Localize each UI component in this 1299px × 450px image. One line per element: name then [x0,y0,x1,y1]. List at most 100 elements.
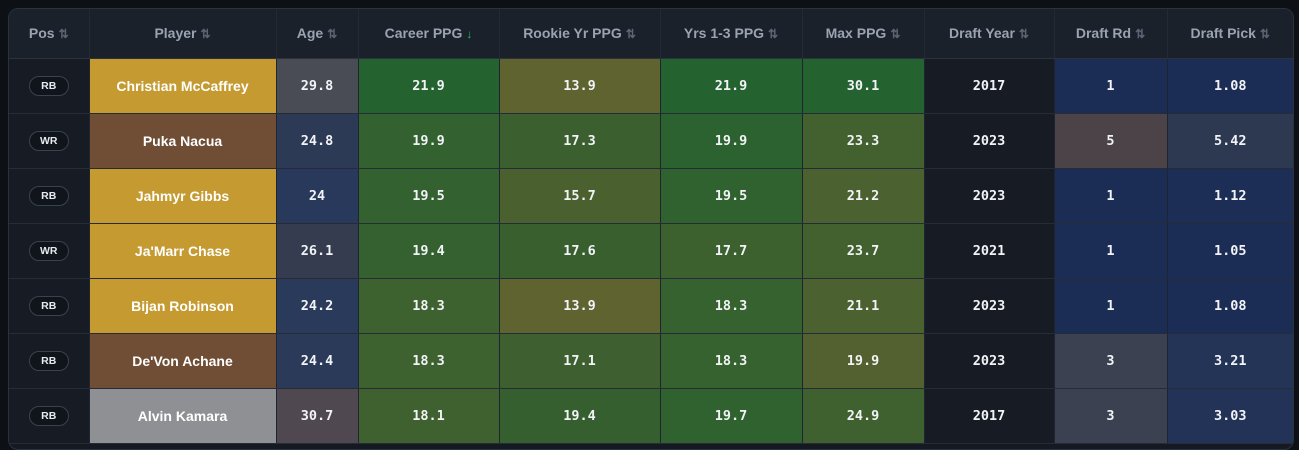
cell-draft-year: 2023 [924,168,1055,224]
cell-age: 29.8 [276,58,359,114]
table-row[interactable]: RB Bijan Robinson 24.2 18.3 13.9 18.3 21.1 2023… [9,278,1293,334]
cell-career: 19.5 [358,168,500,224]
cell-player: De'Von Achane [89,333,277,389]
sort-toggle-icon[interactable]: ⇅ [1018,27,1029,42]
cell-max: 24.9 [802,388,925,444]
cell-draft-pick: 3.03 [1167,388,1293,444]
cell-draft-pick: 1.12 [1167,168,1293,224]
column-header-max-ppg[interactable]: Max PPG ⇅ [802,9,925,59]
cell-yrs13: 17.7 [660,223,803,279]
column-header-career-ppg[interactable]: Career PPG ↓ [358,9,500,59]
cell-age: 24.2 [276,278,359,334]
cell-max: 23.3 [802,113,925,169]
cell-rookie: 15.7 [499,168,661,224]
column-header-draft-rd[interactable]: Draft Rd ⇅ [1054,9,1168,59]
column-header-label: Rookie Yr PPG [523,25,622,42]
sort-toggle-icon[interactable]: ⇅ [327,27,338,42]
sort-toggle-icon[interactable]: ⇅ [200,27,211,42]
sort-toggle-icon[interactable]: ⇅ [58,27,69,42]
cell-draft-year: 2023 [924,278,1055,334]
cell-max: 19.9 [802,333,925,389]
cell-yrs13: 21.9 [660,58,803,114]
cell-draft-rd: 1 [1054,278,1168,334]
sort-desc-icon[interactable]: ↓ [466,27,473,42]
column-header-age[interactable]: Age ⇅ [276,9,359,59]
sort-toggle-icon[interactable]: ⇅ [768,27,779,42]
cell-draft-pick: 3.21 [1167,333,1293,389]
cell-draft-rd: 5 [1054,113,1168,169]
cell-draft-pick: 5.42 [1167,113,1293,169]
column-header-yrs-1-3-ppg[interactable]: Yrs 1-3 PPG ⇅ [660,9,803,59]
cell-age: 26.1 [276,223,359,279]
cell-age: 24.4 [276,333,359,389]
column-header-player[interactable]: Player ⇅ [89,9,277,59]
column-header-label: Draft Pick [1190,25,1256,42]
position-badge: WR [28,130,69,151]
cell-rookie: 13.9 [499,58,661,114]
cell-career: 19.4 [358,223,500,279]
cell-draft-rd: 3 [1054,388,1168,444]
column-header-rookie-yr-ppg[interactable]: Rookie Yr PPG ⇅ [499,9,661,59]
cell-pos: RB [9,58,90,114]
cell-max: 23.7 [802,223,925,279]
sort-toggle-icon[interactable]: ⇅ [890,27,901,42]
column-header-draft-pick[interactable]: Draft Pick ⇅ [1167,9,1293,59]
cell-yrs13: 18.3 [660,333,803,389]
column-header-label: Career PPG [384,25,463,42]
cell-pos: RB [9,333,90,389]
cell-yrs13: 19.9 [660,113,803,169]
cell-draft-year: 2023 [924,113,1055,169]
table-row[interactable]: RB Christian McCaffrey 29.8 21.9 13.9 21.9 30.… [9,58,1293,114]
cell-age: 24.8 [276,113,359,169]
table-row[interactable]: WR Ja'Marr Chase 26.1 19.4 17.6 17.7 23.7 2021 1… [9,223,1293,279]
cell-rookie: 17.6 [499,223,661,279]
cell-max: 21.2 [802,168,925,224]
cell-draft-year: 2017 [924,58,1055,114]
position-badge: WR [28,240,69,261]
table-body: RB Christian McCaffrey 29.8 21.9 13.9 21.9 30.… [9,58,1293,444]
column-header-label: Pos [28,25,55,42]
player-stats-table-panel: Pos ⇅ Player ⇅ Age ⇅ Career PPG ↓ Rookie Yr PPG ⇅… [8,8,1294,450]
position-badge: RB [28,405,69,426]
cell-pos: WR [9,113,90,169]
cell-career: 18.1 [358,388,500,444]
column-header-pos[interactable]: Pos ⇅ [9,9,90,59]
table-row[interactable]: RB Alvin Kamara 30.7 18.1 19.4 19.7 24.9 2017 3 3… [9,388,1293,444]
column-header-label: Max PPG [825,25,887,42]
cell-age: 24 [276,168,359,224]
position-badge: RB [28,75,69,96]
cell-draft-pick: 1.08 [1167,58,1293,114]
cell-player: Puka Nacua [89,113,277,169]
cell-rookie: 17.3 [499,113,661,169]
position-badge: RB [28,350,69,371]
table-row[interactable]: RB De'Von Achane 24.4 18.3 17.1 18.3 19.9 2023 3… [9,333,1293,389]
cell-max: 21.1 [802,278,925,334]
cell-draft-rd: 1 [1054,223,1168,279]
cell-draft-year: 2023 [924,333,1055,389]
cell-career: 21.9 [358,58,500,114]
table-row[interactable]: WR Puka Nacua 24.8 19.9 17.3 19.9 23.3 2023 5 5.4… [9,113,1293,169]
cell-draft-pick: 1.05 [1167,223,1293,279]
cell-draft-rd: 3 [1054,333,1168,389]
cell-player: Bijan Robinson [89,278,277,334]
table-row[interactable]: RB Jahmyr Gibbs 24 19.5 15.7 19.5 21.2 2023 1 1.1… [9,168,1293,224]
cell-career: 18.3 [358,333,500,389]
sort-toggle-icon[interactable]: ⇅ [1259,27,1270,42]
cell-career: 18.3 [358,278,500,334]
cell-yrs13: 18.3 [660,278,803,334]
sort-toggle-icon[interactable]: ⇅ [625,27,636,42]
position-badge: RB [28,185,69,206]
player-stats-table: Pos ⇅ Player ⇅ Age ⇅ Career PPG ↓ Rookie Yr PPG ⇅… [9,9,1293,444]
position-badge: RB [28,295,69,316]
column-header-draft-year[interactable]: Draft Year ⇅ [924,9,1055,59]
column-header-label: Draft Year [949,25,1015,42]
cell-draft-pick: 1.08 [1167,278,1293,334]
column-header-label: Yrs 1-3 PPG [683,25,765,42]
cell-draft-rd: 1 [1054,58,1168,114]
cell-pos: RB [9,388,90,444]
sort-toggle-icon[interactable]: ⇅ [1135,27,1146,42]
cell-rookie: 19.4 [499,388,661,444]
cell-career: 19.9 [358,113,500,169]
cell-draft-year: 2021 [924,223,1055,279]
cell-player: Jahmyr Gibbs [89,168,277,224]
